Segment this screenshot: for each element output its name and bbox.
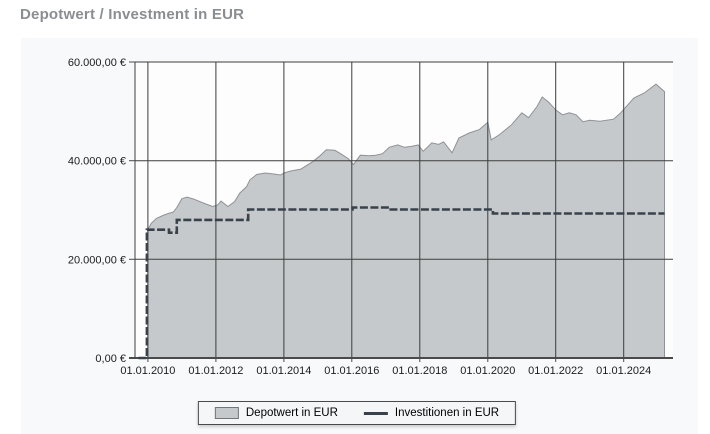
x-axis-tick-label: 01.01.2010 [120,365,175,377]
investitionen-line-swatch-icon [363,411,388,415]
y-axis-tick-label: 40.000,00 € [68,156,126,168]
investitionen-line-series [138,206,665,360]
x-axis-tick-label: 01.01.2022 [528,365,583,377]
depotwert-legend-label: Depotwert in EUR [245,407,338,419]
y-axis-tick-label: 60.000,00 € [68,57,126,69]
investitionen-legend-label: Investitionen in EUR [394,407,500,419]
x-axis-tick-label: 01.01.2012 [188,365,243,377]
page-title: Depotwert / Investment in EUR [20,6,245,23]
depotwert-area-swatch-icon [214,407,239,419]
chart-legend: Depotwert in EUR Investitionen in EUR [197,401,517,425]
x-axis-tick-label: 01.01.2020 [460,365,515,377]
x-axis-tick-label: 01.01.2024 [596,365,651,377]
x-axis-tick-label: 01.01.2016 [324,365,379,377]
x-axis-tick-label: 01.01.2014 [256,365,311,377]
x-axis-tick-label: 01.01.2018 [392,365,447,377]
y-axis-tick-label: 0,00 € [95,353,126,365]
legend-entry-depotwert: Depotwert in EUR [214,407,338,419]
depotwert-area-series [147,83,665,359]
y-axis-tick-label: 20.000,00 € [68,254,126,266]
legend-entry-investitionen: Investitionen in EUR [363,407,500,419]
